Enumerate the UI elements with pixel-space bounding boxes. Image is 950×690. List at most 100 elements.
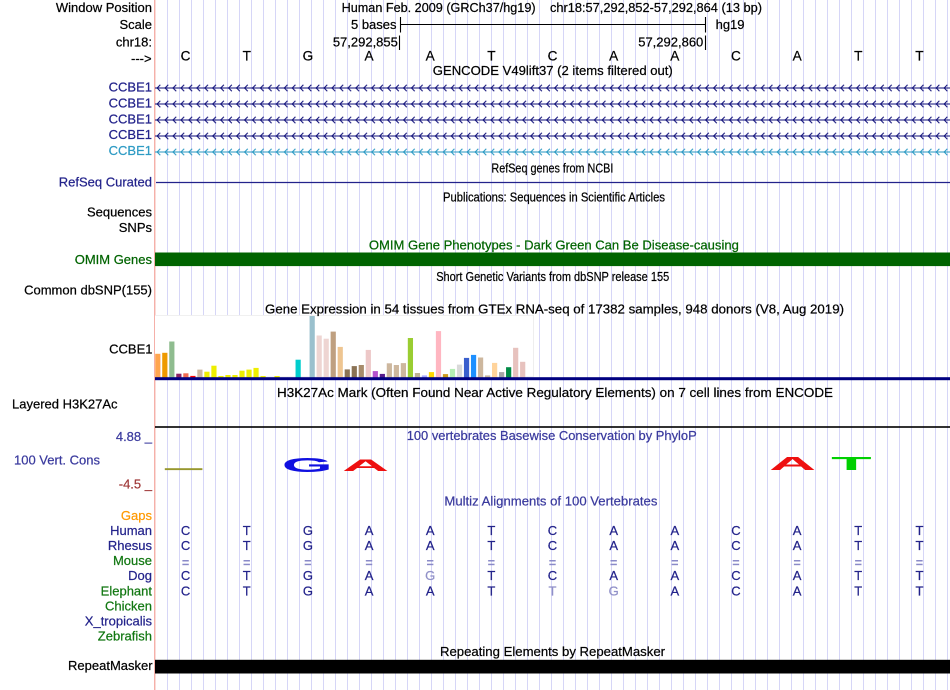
svg-text:T: T bbox=[487, 523, 495, 538]
svg-text:T: T bbox=[243, 523, 251, 538]
svg-text:T: T bbox=[854, 568, 862, 583]
svg-text:T: T bbox=[243, 583, 251, 598]
svg-text:T: T bbox=[915, 568, 923, 583]
svg-text:A: A bbox=[670, 583, 679, 598]
svg-text:Window Position: Window Position bbox=[56, 0, 152, 15]
svg-text:GENCODE V49lift37 (2 items fil: GENCODE V49lift37 (2 items filtered out) bbox=[433, 63, 673, 78]
svg-text:Dog: Dog bbox=[128, 568, 152, 583]
svg-text:CCBE1: CCBE1 bbox=[109, 342, 152, 357]
svg-text:T: T bbox=[854, 583, 862, 598]
svg-text:T: T bbox=[243, 538, 251, 553]
svg-text:C: C bbox=[731, 583, 740, 598]
svg-text:A: A bbox=[670, 49, 680, 64]
svg-text:T: T bbox=[854, 49, 862, 64]
svg-text:Repeating Elements by RepeatMa: Repeating Elements by RepeatMasker bbox=[440, 644, 666, 659]
svg-text:57,292,855: 57,292,855 bbox=[333, 35, 398, 50]
svg-text:C: C bbox=[181, 568, 190, 583]
svg-text:A: A bbox=[342, 456, 389, 474]
svg-text:Chicken: Chicken bbox=[105, 598, 152, 613]
svg-text:Gaps: Gaps bbox=[121, 508, 153, 523]
svg-text:X_tropicalis: X_tropicalis bbox=[85, 614, 153, 629]
svg-text:T: T bbox=[831, 454, 872, 474]
svg-text:A: A bbox=[365, 568, 374, 583]
svg-text:T: T bbox=[854, 538, 862, 553]
svg-text:CCBE1: CCBE1 bbox=[109, 127, 152, 142]
svg-text:C: C bbox=[731, 538, 740, 553]
svg-text:T: T bbox=[243, 568, 251, 583]
svg-text:RepeatMasker: RepeatMasker bbox=[68, 658, 153, 673]
svg-text:RefSeq Curated: RefSeq Curated bbox=[59, 175, 152, 190]
svg-text:A: A bbox=[769, 454, 816, 474]
svg-text:A: A bbox=[609, 568, 618, 583]
svg-text:A: A bbox=[426, 538, 435, 553]
svg-text:A: A bbox=[670, 538, 679, 553]
svg-text:A: A bbox=[426, 583, 435, 598]
svg-text:T: T bbox=[549, 583, 557, 598]
svg-text:Gene Expression in 54 tissues: Gene Expression in 54 tissues from GTEx … bbox=[265, 302, 844, 317]
svg-text:Human: Human bbox=[110, 523, 152, 538]
svg-text:100 Vert. Cons: 100 Vert. Cons bbox=[14, 453, 100, 468]
svg-text:T: T bbox=[243, 49, 251, 64]
svg-text:-4.5 _: -4.5 _ bbox=[119, 477, 153, 492]
svg-text:T: T bbox=[487, 49, 495, 64]
svg-text:--->: ---> bbox=[131, 51, 152, 66]
svg-text:G: G bbox=[303, 523, 313, 538]
svg-text:A: A bbox=[793, 538, 802, 553]
svg-text:CCBE1: CCBE1 bbox=[109, 111, 152, 126]
svg-text:hg19: hg19 bbox=[716, 17, 745, 32]
svg-text:A: A bbox=[793, 583, 802, 598]
svg-text:T: T bbox=[487, 583, 495, 598]
svg-text:Layered H3K27Ac: Layered H3K27Ac bbox=[12, 397, 118, 412]
svg-text:T: T bbox=[854, 523, 862, 538]
svg-text:G: G bbox=[303, 583, 313, 598]
svg-text:CCBE1: CCBE1 bbox=[109, 80, 152, 95]
svg-text:A: A bbox=[609, 538, 618, 553]
svg-text:Scale: Scale bbox=[119, 17, 152, 32]
svg-text:C: C bbox=[731, 523, 740, 538]
svg-text:A: A bbox=[365, 538, 374, 553]
svg-text:Multiz Alignments of 100 Verte: Multiz Alignments of 100 Vertebrates bbox=[444, 494, 657, 509]
svg-text:A: A bbox=[670, 568, 679, 583]
svg-text:A: A bbox=[793, 49, 803, 64]
svg-text:RefSeq genes from NCBI: RefSeq genes from NCBI bbox=[491, 161, 613, 176]
svg-text:A: A bbox=[426, 49, 436, 64]
svg-text:G: G bbox=[303, 49, 314, 64]
svg-text:H3K27Ac Mark (Often Found Near: H3K27Ac Mark (Often Found Near Active Re… bbox=[277, 385, 833, 400]
svg-text:Short Genetic Variants from db: Short Genetic Variants from dbSNP releas… bbox=[436, 269, 669, 284]
svg-text:C: C bbox=[548, 523, 557, 538]
svg-text:G: G bbox=[303, 538, 313, 553]
svg-text:SNPs: SNPs bbox=[119, 220, 153, 235]
svg-text:A: A bbox=[364, 49, 374, 64]
svg-text:CCBE1: CCBE1 bbox=[109, 143, 152, 158]
svg-text:A: A bbox=[670, 523, 679, 538]
svg-text:T: T bbox=[487, 538, 495, 553]
svg-text:C: C bbox=[548, 568, 557, 583]
svg-text:C: C bbox=[181, 49, 191, 64]
svg-text:T: T bbox=[915, 538, 923, 553]
svg-text:A: A bbox=[609, 523, 618, 538]
svg-text:T: T bbox=[915, 583, 923, 598]
svg-text:Rhesus: Rhesus bbox=[108, 538, 153, 553]
svg-text:A: A bbox=[365, 583, 374, 598]
svg-text:A: A bbox=[793, 523, 802, 538]
svg-text:Common dbSNP(155): Common dbSNP(155) bbox=[24, 283, 152, 298]
svg-text:100 vertebrates Basewise Conse: 100 vertebrates Basewise Conservation by… bbox=[407, 428, 697, 443]
svg-text:C: C bbox=[548, 538, 557, 553]
svg-text:A: A bbox=[609, 49, 619, 64]
svg-text:C: C bbox=[181, 583, 190, 598]
svg-text:A: A bbox=[426, 523, 435, 538]
svg-text:C: C bbox=[731, 49, 741, 64]
svg-text:chr18:57,292,852-57,292,864 (1: chr18:57,292,852-57,292,864 (13 bp) bbox=[550, 0, 762, 15]
svg-text:Human Feb. 2009 (GRCh37/hg19): Human Feb. 2009 (GRCh37/hg19) bbox=[342, 0, 536, 15]
svg-text:Elephant: Elephant bbox=[101, 583, 153, 598]
svg-text:5 bases: 5 bases bbox=[351, 17, 397, 32]
svg-text:G: G bbox=[282, 454, 333, 476]
svg-text:Mouse: Mouse bbox=[113, 553, 152, 568]
svg-text:OMIM Gene Phenotypes - Dark Gr: OMIM Gene Phenotypes - Dark Green Can Be… bbox=[369, 237, 739, 252]
svg-text:4.88 _: 4.88 _ bbox=[116, 429, 153, 444]
svg-text:CCBE1: CCBE1 bbox=[109, 96, 152, 111]
svg-text:G: G bbox=[303, 568, 313, 583]
svg-text:T: T bbox=[487, 568, 495, 583]
svg-text:57,292,860: 57,292,860 bbox=[638, 35, 703, 50]
svg-text:T: T bbox=[915, 523, 923, 538]
